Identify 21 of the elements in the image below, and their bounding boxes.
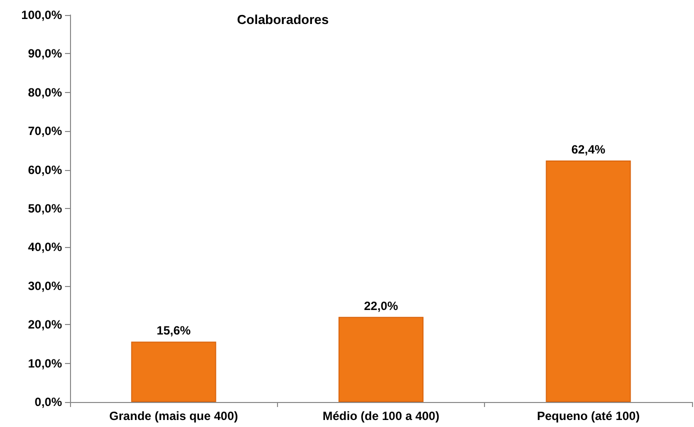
y-tick-label: 90,0% — [28, 46, 62, 61]
y-tick-label: 40,0% — [28, 240, 62, 254]
y-tick-label: 100,0% — [21, 8, 62, 22]
chart-title: Colaboradores — [237, 12, 329, 27]
y-tick-label: 70,0% — [28, 124, 62, 138]
y-tick-label: 10,0% — [28, 356, 62, 370]
y-tick-label: 20,0% — [28, 318, 62, 332]
y-tick-label: 60,0% — [28, 162, 62, 177]
x-tick-label: Médio (de 100 a 400) — [322, 409, 440, 423]
data-label: 22,0% — [364, 298, 398, 313]
data-label: 62,4% — [571, 142, 606, 157]
y-tick-label: 0,0% — [34, 395, 62, 409]
bar — [546, 160, 631, 402]
data-label: 15,6% — [156, 324, 192, 338]
bar — [131, 342, 216, 402]
x-tick-label: Pequeno (até 100) — [536, 409, 640, 423]
y-tick-label: 80,0% — [28, 85, 62, 100]
x-tick-label: Grande (mais que 400) — [109, 409, 238, 423]
bar — [338, 316, 424, 402]
y-tick-label: 50,0% — [28, 202, 62, 216]
y-tick-label: 30,0% — [28, 278, 62, 293]
